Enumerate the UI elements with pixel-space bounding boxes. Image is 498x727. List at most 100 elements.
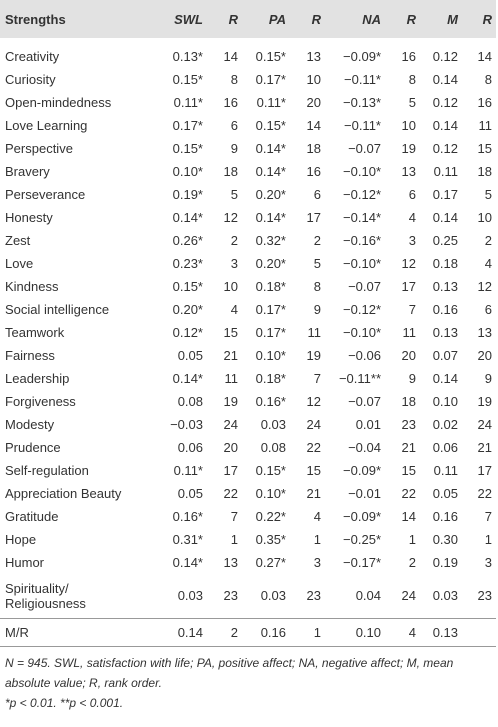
summary-cell [462,618,496,646]
cell: 10 [306,72,321,87]
strength-name: Leadership [5,371,70,386]
cell: 2 [408,555,416,570]
cell: 21 [306,486,321,501]
strength-name: Humor [5,555,45,570]
cell: 23 [223,588,238,604]
header-cell: NA [362,11,381,27]
cell: 6 [484,302,492,317]
summary-cell: 0.10 [355,624,381,640]
header-cell: R [311,11,321,27]
cell: 0.14* [255,210,286,225]
strength-name: Teamwork [5,325,65,340]
strength-name: Prudence [5,440,61,455]
cell: 0.03 [177,588,203,604]
cell: 14 [223,49,238,64]
cell: 0.16* [255,394,286,409]
cell: 9 [408,371,416,386]
cell: 0.19* [172,187,203,202]
cell: 0.32* [255,233,286,248]
cell: 23 [306,588,321,604]
strength-name: Honesty [5,210,53,225]
table-row: Forgiveness 0.08 19 0.16* 12 −0.07 18 0.10 19 [0,390,496,413]
strength-name: Curiosity [5,72,56,87]
footnotes: N = 945. SWL, satisfaction with life; PA… [0,647,498,713]
table-row: Humor 0.14* 13 0.27* 3 −0.17* 2 0.19 3 [0,551,496,574]
cell: 0.22* [255,509,286,524]
cell: 20 [477,348,492,363]
cell: 0.15* [172,279,203,294]
header-cell: SWL [174,11,203,27]
header-cell: M [447,11,458,27]
cell: 20 [223,440,238,455]
cell: 0.13 [432,279,458,294]
strength-name: Love [5,256,34,271]
cell: 0.12 [432,95,458,110]
strength-name: Bravery [5,164,50,179]
cell: 4 [484,256,492,271]
cell: 12 [477,279,492,294]
cell: 15 [401,463,416,478]
strength-name: Forgiveness [5,394,76,409]
cell: −0.17* [343,555,381,570]
cell: 0.17* [255,302,286,317]
cell: 5 [484,187,492,202]
cell: 24 [401,588,416,604]
cell: −0.06 [348,348,381,363]
cell: 5 [313,256,321,271]
cell: 4 [313,509,321,524]
cell: 20 [401,348,416,363]
cell: 11 [307,325,322,340]
cell: 22 [306,440,321,455]
summary-cell: 4 [408,624,416,640]
table-row: Modesty −0.03 24 0.03 24 0.01 23 0.02 24 [0,413,496,436]
cell: 6 [408,187,416,202]
cell: 17 [477,463,492,478]
table-row: Fairness 0.05 21 0.10* 19 −0.06 20 0.07 20 [0,344,496,367]
cell: 13 [306,49,321,64]
cell: 0.35* [255,532,286,547]
cell: 0.17* [255,72,286,87]
cell: 0.13 [432,325,458,340]
cell: 0.05 [177,348,203,363]
cell: −0.07 [348,279,381,294]
cell: 0.06 [177,440,203,455]
cell: 0.11 [433,463,458,478]
cell: 0.10 [432,394,458,409]
cell: 22 [223,486,238,501]
table-row: Honesty 0.14* 12 0.14* 17 −0.14* 4 0.14 10 [0,206,496,229]
cell: 4 [230,302,238,317]
strength-name: Perspective [5,141,73,156]
cell: −0.10* [343,256,381,271]
header-cell: Strengths [5,11,66,27]
cell: 0.05 [432,486,458,501]
cell: 21 [401,440,416,455]
cell: 13 [223,555,238,570]
cell: −0.01 [348,486,381,501]
cell: 9 [313,302,321,317]
cell: 0.15* [255,49,286,64]
cell: 2 [313,233,321,248]
cell: 4 [408,210,416,225]
cell: 0.30 [432,532,458,547]
footnote: *p < 0.01. **p < 0.001. [5,695,124,710]
cell: 0.23* [172,256,203,271]
cell: 0.20* [255,256,286,271]
cell: 0.05 [177,486,203,501]
cell: 2 [230,233,238,248]
header-cell: R [482,11,492,27]
cell: −0.07 [348,141,381,156]
table-row: Appreciation Beauty 0.05 22 0.10* 21 −0.01 22 0… [0,482,496,505]
cell: 15 [306,463,321,478]
cell: 0.18* [255,279,286,294]
cell: 0.12 [432,141,458,156]
cell: 0.11* [173,95,203,110]
cell: −0.03 [170,417,203,432]
cell: 3 [484,555,492,570]
cell: 12 [306,394,321,409]
strength-name: Perseverance [5,187,86,202]
cell: 11 [402,325,417,340]
cell: 0.18 [432,256,458,271]
header-cell: R [228,11,238,27]
cell: −0.16* [343,233,381,248]
table-row: Love 0.23* 3 0.20* 5 −0.10* 12 0.18 4 [0,252,496,275]
